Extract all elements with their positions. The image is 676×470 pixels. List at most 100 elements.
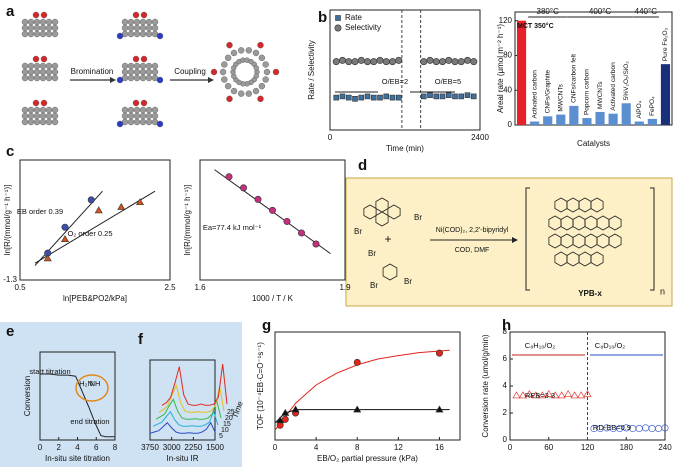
category-label: Popcorn carbon [584,69,591,115]
atom [51,74,59,82]
reagents: Ni(COD)₂, 2,2'-bipyridyl [436,227,509,234]
x-tick-label: 8 [355,443,360,452]
atom [21,106,29,114]
point [61,223,69,231]
atom [21,18,29,26]
atom [51,62,59,70]
x-tick-label: 4 [314,443,319,452]
atom [121,18,129,26]
atom [32,55,40,63]
x-tick-label: 8 [113,443,118,452]
bar [595,111,605,125]
atom [40,11,48,19]
atom [33,24,41,32]
atom [121,106,129,114]
legend-marker [335,15,341,21]
point [420,93,427,100]
point [94,206,103,214]
atom [27,68,35,76]
annotation: Ea=77.4 kJ mol⁻¹ [203,223,262,232]
plot-frame [514,11,673,126]
layer: a b c d e f g h Bromination Coupling Br Br Br Br Br + Ni… [3,3,673,463]
point [345,58,353,66]
atom [51,24,59,32]
category-label: MWCNTs [558,83,565,111]
point [420,58,428,66]
step-label: Coupling [174,67,206,76]
atom [127,118,135,126]
panel-label: d [358,157,367,174]
ring [363,204,377,220]
y-axis-label: Areal rate (μmol m⁻² h⁻¹) [496,24,505,113]
point [452,93,458,100]
point [464,92,471,98]
atom [132,55,140,63]
ring [382,263,398,281]
atom [121,112,129,120]
point [312,240,320,248]
x-tick-label: 16 [435,443,444,452]
atom [39,30,47,38]
y-tick-label: 80 [503,51,512,60]
point [332,58,340,66]
point [276,416,285,424]
atom [151,68,159,76]
y-tick-label: 0 [508,120,513,129]
y-tick-label: 0 [503,435,508,444]
atom [151,112,159,120]
point [364,93,371,100]
atom [45,106,53,114]
x-tick-label: 0 [328,133,333,142]
bar [543,116,553,125]
bar [621,103,631,125]
bar [556,114,566,125]
x-tick-label: 6 [94,443,99,452]
atom [33,62,41,70]
x-tick-label: 3750 [141,443,159,452]
atom [145,118,153,126]
z-tick-label: 5 [219,433,223,440]
atom [139,30,147,38]
x-tick-label: 3000 [163,443,181,452]
x-tick-label: 2 [57,443,62,452]
annotation: NH [90,379,101,388]
atom [145,30,153,38]
x-tick-label: 2400 [471,133,489,142]
z-tick-label: 20 [225,415,233,422]
solvent: COD, DMF [455,247,490,254]
atom [33,106,41,114]
point [43,254,52,262]
point [439,93,446,100]
point [525,390,534,397]
atom [245,47,253,54]
x-axis-label: Time (min) [386,144,424,153]
atom [156,76,164,84]
point [240,184,248,192]
x-tick-label: 240 [658,443,672,452]
category-label: MCT 350°C [517,22,554,30]
atom [21,74,29,82]
point [357,56,365,64]
category-label: 5%V₂O₅/SiO₂ [623,61,630,101]
atom [51,18,59,26]
point [291,405,300,413]
atom [145,62,153,70]
atom [116,32,124,40]
annotation: C₈H₁₀/O₂ [525,341,556,350]
step-label: Bromination [71,67,114,76]
atom [39,18,47,26]
atom [27,112,35,120]
atom [133,24,141,32]
annotation: EB order 0.39 [17,207,63,216]
point [635,425,643,433]
group-label: 400°C [589,7,612,16]
x-tick-label: 1500 [206,443,224,452]
category-label: AlPO₄ [636,100,643,118]
y-axis-label: ln[R/(mmol/g⁻¹ h⁻¹)] [183,185,192,256]
atom [39,74,47,82]
series-line [155,398,222,420]
point [370,94,377,101]
fit-line [274,409,450,424]
atom [257,95,264,103]
atom [121,24,129,32]
